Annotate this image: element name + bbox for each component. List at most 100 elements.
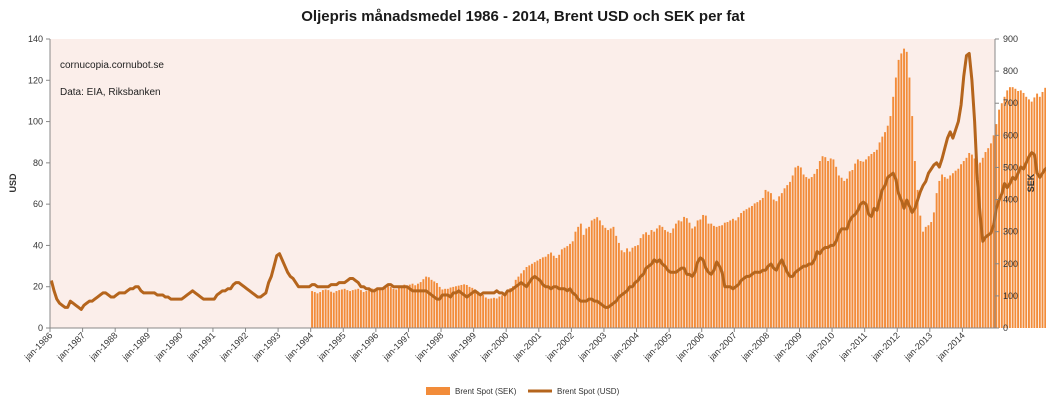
sek-bar xyxy=(669,232,672,328)
sek-bar xyxy=(411,283,414,328)
sek-bar xyxy=(856,159,859,328)
sek-bar xyxy=(732,218,734,328)
left-tick-label: 120 xyxy=(28,75,43,85)
sek-bar xyxy=(571,241,574,328)
x-axis-ticks: jan-1986 jan-1987 jan-1988 jan-1989 jan-1990… xyxy=(22,328,967,363)
sek-bar xyxy=(1027,99,1030,329)
sek-bar xyxy=(588,226,590,328)
sek-bar xyxy=(930,222,933,328)
sek-bar xyxy=(406,285,409,328)
sek-bar xyxy=(764,189,767,328)
sek-bar xyxy=(397,287,400,328)
right-tick-label: 300 xyxy=(1003,227,1018,237)
sek-bar xyxy=(346,290,349,328)
sek-bar xyxy=(740,213,743,328)
x-tick-label: jan-1991 xyxy=(185,330,218,363)
sek-bar xyxy=(935,193,938,328)
sek-bar xyxy=(609,228,612,328)
sek-bar xyxy=(517,276,520,328)
sek-bar xyxy=(693,226,696,328)
chart-title: Oljepris månadsmedel 1986 - 2014, Brent … xyxy=(301,8,745,25)
sek-bar xyxy=(533,262,536,328)
sek-bar xyxy=(772,199,775,328)
sek-bar xyxy=(696,220,699,328)
sek-bar xyxy=(422,279,425,328)
sek-bar xyxy=(471,287,474,328)
sek-bar xyxy=(368,289,371,328)
left-tick-label: 40 xyxy=(33,240,43,250)
sek-bar xyxy=(1011,87,1014,328)
sek-bar xyxy=(1025,96,1028,328)
right-tick-label: 600 xyxy=(1003,130,1018,140)
sek-bar xyxy=(389,286,392,328)
sek-bar xyxy=(911,116,914,328)
right-tick-label: 200 xyxy=(1003,259,1018,269)
sek-bar xyxy=(362,292,365,328)
sek-bar xyxy=(457,285,460,328)
sek-bar xyxy=(531,263,533,328)
sek-bar xyxy=(628,251,631,328)
sek-bar xyxy=(650,230,653,328)
sek-bar xyxy=(647,234,650,328)
sek-bar xyxy=(1017,91,1020,329)
sek-bar xyxy=(1000,103,1003,328)
left-tick-label: 100 xyxy=(28,117,43,127)
sek-bar xyxy=(987,148,990,328)
sek-bar xyxy=(501,295,504,328)
x-tick-label: jan-2010 xyxy=(804,330,837,363)
x-tick-label: jan-1990 xyxy=(152,330,185,363)
sek-bar xyxy=(343,288,346,328)
sek-bar xyxy=(976,164,979,328)
sek-bar xyxy=(799,167,802,328)
sek-bar xyxy=(566,246,569,328)
sek-bar xyxy=(547,254,550,328)
sek-bar xyxy=(837,175,840,328)
sek-bar xyxy=(316,293,319,328)
sek-bar xyxy=(729,220,732,328)
sek-bar xyxy=(919,215,922,328)
sek-bar xyxy=(623,252,626,328)
sek-bar xyxy=(970,154,973,328)
sek-bar xyxy=(574,231,577,328)
sek-bar xyxy=(465,284,468,328)
sek-bar xyxy=(321,290,324,328)
sek-bar xyxy=(552,255,555,328)
sek-bar xyxy=(870,153,873,328)
sek-bar xyxy=(569,243,571,328)
sek-bar xyxy=(636,245,639,328)
sek-bar xyxy=(677,220,680,328)
sek-bar xyxy=(789,181,791,328)
sek-bar xyxy=(979,162,982,328)
sek-bar xyxy=(384,287,387,328)
sek-bar xyxy=(1008,87,1011,328)
sek-bar xyxy=(512,286,514,328)
sek-bar xyxy=(1014,88,1017,329)
sek-bar xyxy=(992,135,995,328)
left-tick-label: 80 xyxy=(33,158,43,168)
sek-bar xyxy=(951,173,954,328)
x-tick-label: jan-2011 xyxy=(837,330,869,362)
sek-bar xyxy=(707,223,710,328)
right-tick-label: 500 xyxy=(1003,162,1018,172)
sek-bar xyxy=(598,220,601,328)
plot-area xyxy=(50,39,995,328)
sek-bar xyxy=(835,166,838,328)
x-tick-label: jan-1999 xyxy=(445,330,478,363)
sek-bar xyxy=(821,156,824,328)
sek-bar xyxy=(818,161,821,328)
sek-bar xyxy=(506,290,509,328)
right-tick-label: 700 xyxy=(1003,98,1018,108)
sek-bar xyxy=(539,258,542,328)
sek-bar xyxy=(981,157,984,328)
sek-bar xyxy=(884,132,886,328)
data-source-note: Data: EIA, Riksbanken xyxy=(60,87,161,98)
sek-bar xyxy=(946,178,949,328)
sek-bar xyxy=(487,298,490,328)
sek-bar xyxy=(1022,92,1025,328)
sek-bar xyxy=(973,158,976,328)
sek-bar xyxy=(1019,90,1022,328)
sek-bar xyxy=(349,291,352,328)
usd-line-series xyxy=(49,51,1046,311)
sek-bar xyxy=(702,214,705,328)
x-tick-label: jan-2013 xyxy=(902,330,935,363)
